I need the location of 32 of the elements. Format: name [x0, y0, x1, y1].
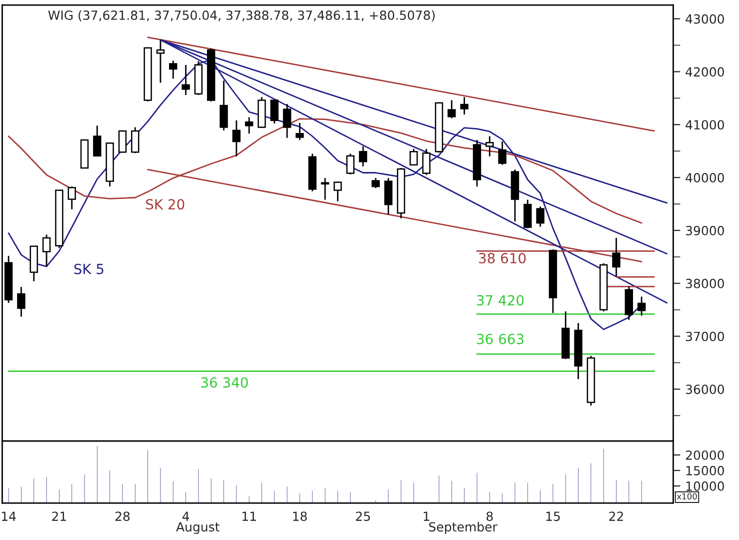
x-tick-label: 25	[356, 512, 370, 522]
x-tick-label: 22	[609, 512, 623, 521]
y-tick-label: 37000	[686, 332, 724, 342]
x-tick-label: 4	[182, 512, 190, 521]
y-tick-label: 38000	[686, 278, 724, 288]
y-tick-label: 40000	[686, 172, 724, 182]
text: September	[429, 522, 498, 534]
y-tick-label: 10000	[686, 481, 724, 491]
series-label: 38 610	[479, 252, 526, 264]
y-tick-label: 39000	[686, 226, 724, 236]
y-tick-label: 42000	[686, 67, 724, 77]
y-tick-label: 20000	[686, 450, 724, 460]
chart-title: WIG (37,621.81, 37,750.04, 37,388.78, 37,486.11, +80.5078)	[48, 10, 435, 22]
x-tick-label: 18	[293, 512, 307, 522]
x-tick-label: 11	[242, 512, 256, 521]
text: August	[176, 522, 220, 534]
series-label: 36 340	[201, 377, 248, 388]
series-label: 37 420	[477, 295, 524, 306]
x-tick-label: 15	[546, 512, 560, 522]
x-tick-label: 1	[424, 512, 430, 521]
x-tick-label: 28	[115, 512, 130, 522]
x-tick-label: 21	[52, 512, 66, 521]
series-label: SK 5	[74, 264, 104, 274]
y-tick-label: 36000	[686, 384, 724, 394]
y-tick-label: 15000	[686, 466, 724, 476]
y-tick-label: 41000	[686, 120, 724, 130]
x-tick-label: 14	[2, 512, 16, 521]
series-label: 36 663	[477, 334, 524, 344]
y-tick-label: 43000	[686, 14, 724, 24]
series-label: SK 20	[146, 199, 184, 210]
x-tick-label: 8	[486, 512, 493, 522]
text: x100	[676, 493, 697, 500]
